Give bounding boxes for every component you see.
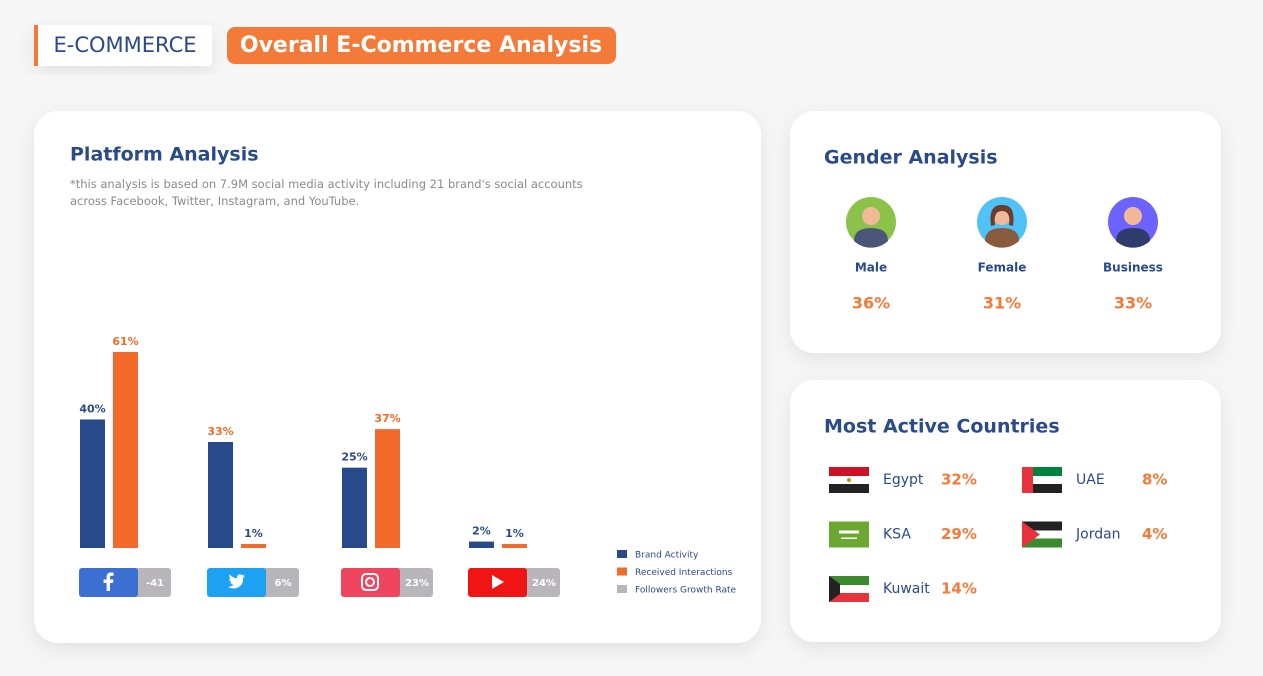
title-pill: [227, 27, 616, 64]
avatar-hair: [990, 204, 1014, 226]
avatar-head: [862, 207, 880, 225]
platform-button: [341, 568, 400, 597]
growth-box: [520, 568, 560, 597]
avatar-body: [985, 228, 1019, 248]
growth-label: 6%: [275, 578, 292, 589]
countries-card: [790, 380, 1221, 642]
facebook-icon: [103, 572, 114, 591]
bar: [208, 441, 233, 548]
flag: [1022, 530, 1062, 539]
bar: [469, 541, 494, 548]
chart-title: Platform Analysis: [70, 144, 259, 166]
flag: [829, 521, 869, 548]
legend-swatch: [617, 550, 627, 558]
flag: [1022, 521, 1040, 548]
growth-box: [131, 568, 171, 597]
flag: [829, 585, 869, 593]
country-share: 32%: [941, 471, 977, 489]
bar: [241, 544, 266, 548]
flag: [1022, 484, 1062, 493]
data-label: 1%: [244, 527, 263, 540]
gender-label: Business: [1103, 261, 1163, 275]
youtube-icon: [492, 575, 504, 589]
legend-label: Received Interactions: [635, 568, 733, 578]
flag: [841, 537, 857, 539]
flag: [1022, 521, 1062, 531]
flag: [829, 467, 869, 476]
country-name: Egypt: [883, 472, 924, 488]
country-name: Kuwait: [883, 581, 930, 597]
bar: [342, 467, 367, 548]
chart-subtitle: *this analysis is based on 7.9M social m…: [70, 177, 583, 208]
legend-label: Brand Activity: [635, 551, 699, 561]
flag: [829, 593, 869, 602]
country-share: 14%: [941, 580, 977, 598]
data-label: 33%: [207, 425, 233, 438]
growth-label: 23%: [405, 578, 429, 589]
growth-label: 24%: [532, 578, 556, 589]
country-share: 29%: [941, 525, 977, 543]
growth-label: -41: [146, 578, 164, 589]
avatar-head: [1124, 207, 1142, 225]
bar: [113, 352, 138, 548]
data-label: 2%: [472, 525, 491, 538]
gender-title: Gender Analysis: [824, 147, 998, 169]
tag-accent: [34, 25, 38, 66]
flag: [1022, 467, 1062, 476]
legend-swatch: [617, 585, 627, 593]
page-title: Overall E-Commerce Analysis: [240, 33, 602, 58]
flag: [847, 478, 851, 482]
bar: [80, 419, 105, 548]
gender-share: 33%: [1114, 294, 1152, 313]
country-name: UAE: [1076, 472, 1105, 488]
country-name: KSA: [883, 527, 911, 543]
twitter-icon: [228, 574, 245, 589]
growth-box: [393, 568, 433, 597]
tag: E-COMMERCE: [53, 33, 196, 57]
data-label: 1%: [505, 527, 524, 540]
flag: [1022, 476, 1062, 484]
instagram-icon: [361, 573, 379, 591]
gender-label: Male: [855, 261, 887, 275]
tag-box: [34, 25, 212, 66]
country-share: 4%: [1142, 525, 1167, 543]
countries-title: Most Active Countries: [824, 416, 1060, 438]
data-label: 40%: [79, 402, 105, 415]
data-label: 25%: [341, 451, 367, 464]
flag: [829, 484, 869, 493]
flag: [1022, 467, 1033, 493]
bar: [375, 429, 400, 548]
flag: [1022, 538, 1062, 548]
data-label: 37%: [374, 412, 400, 425]
legend-label: Followers Growth Rate: [635, 586, 737, 596]
gender-share: 36%: [852, 294, 890, 313]
legend-swatch: [617, 567, 627, 576]
gender-label: Female: [978, 261, 1027, 275]
flag: [829, 576, 869, 585]
flag: [829, 576, 840, 602]
bar: [502, 544, 527, 548]
avatar-body: [854, 228, 888, 248]
growth-box: [259, 568, 299, 597]
country-share: 8%: [1142, 471, 1167, 489]
instagram-lens: [365, 577, 375, 587]
gender-share: 31%: [983, 294, 1021, 313]
flag: [839, 530, 859, 534]
avatar-body: [1116, 228, 1150, 248]
data-label: 61%: [112, 335, 138, 348]
country-name: Jordan: [1075, 527, 1121, 543]
